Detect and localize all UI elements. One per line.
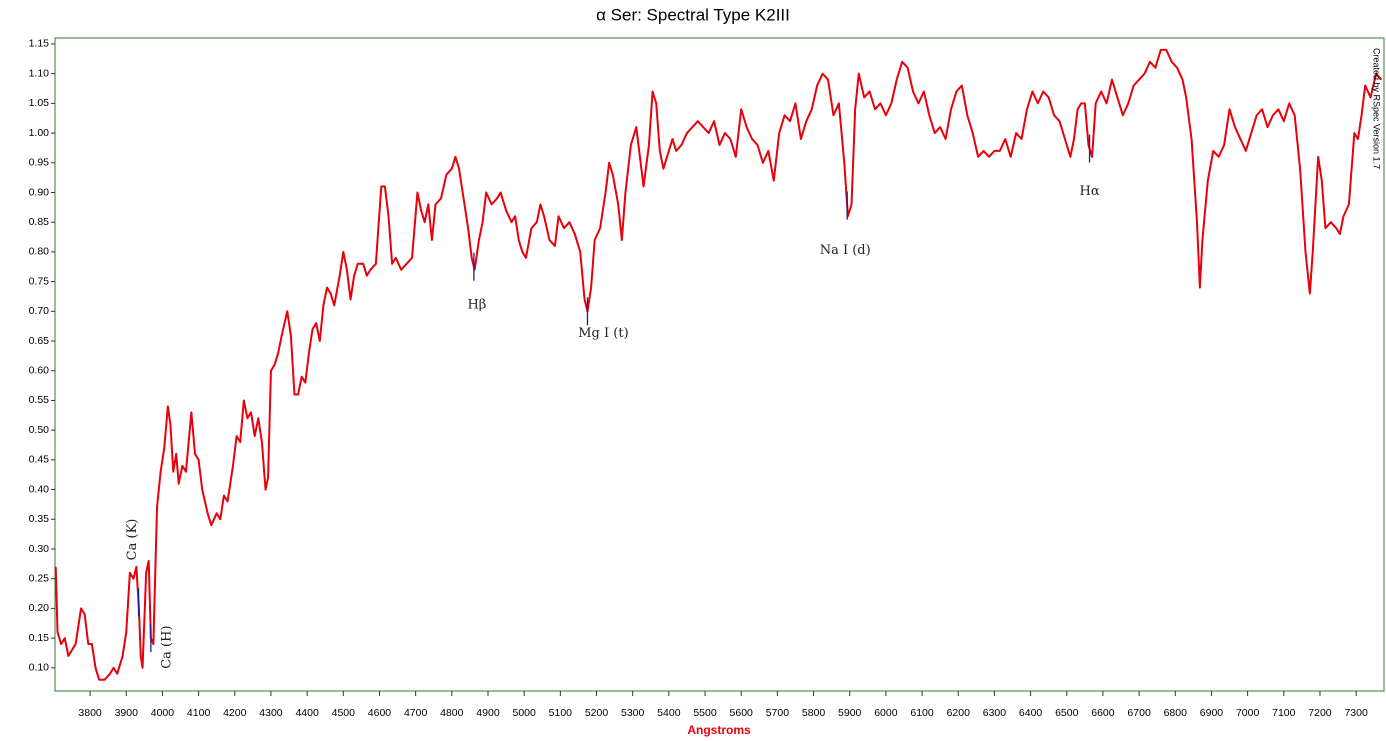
x-tick-label: 5500 <box>693 707 717 719</box>
y-tick-label: 1.05 <box>29 97 50 109</box>
y-tick-label: 0.75 <box>29 275 50 287</box>
credit: Created by RSpec Version 1.7 <box>1372 48 1382 169</box>
x-tick-label: 6100 <box>910 707 934 719</box>
y-tick-label: 0.20 <box>29 602 50 614</box>
x-tick-label: 6800 <box>1164 707 1188 719</box>
x-tick-label: 4600 <box>368 707 392 719</box>
y-tick-label: 0.40 <box>29 483 50 495</box>
x-tick-label: 4100 <box>187 707 211 719</box>
x-tick-label: 4500 <box>332 707 356 719</box>
x-tick-label: 6900 <box>1200 707 1224 719</box>
x-tick-label: 6300 <box>983 707 1007 719</box>
annotation-label: Hβ <box>467 297 486 312</box>
spectrum-line <box>54 48 1383 681</box>
y-tick-label: 0.70 <box>29 305 50 317</box>
annotation-label: Hα <box>1079 184 1099 199</box>
x-tick-label: 3800 <box>78 707 102 719</box>
y-tick-label: 0.95 <box>29 157 50 169</box>
x-tick-label: 5700 <box>766 707 790 719</box>
y-tick-label: 0.80 <box>29 246 50 258</box>
x-tick-label: 4400 <box>295 707 319 719</box>
chart-title: α Ser: Spectral Type K2III <box>596 5 790 24</box>
x-tick-label: 6400 <box>1019 707 1043 719</box>
y-tick-label: 0.65 <box>29 335 50 347</box>
x-tick-label: 7200 <box>1308 707 1332 719</box>
x-tick-label: 4000 <box>151 707 175 719</box>
x-tick-label: 5600 <box>730 707 754 719</box>
x-tick-label: 5200 <box>585 707 609 719</box>
y-tick-label: 0.50 <box>29 424 50 436</box>
x-tick-label: 3900 <box>115 707 139 719</box>
x-tick-label: 4700 <box>404 707 428 719</box>
x-tick-label: 5900 <box>838 707 862 719</box>
y-tick-label: 1.00 <box>29 127 50 139</box>
y-tick-label: 0.15 <box>29 632 50 644</box>
y-tick-label: 0.45 <box>29 454 50 466</box>
x-tick-label: 4200 <box>223 707 247 719</box>
x-tick-label: 4800 <box>440 707 464 719</box>
y-tick-label: 0.85 <box>29 216 50 228</box>
y-tick-label: 0.25 <box>29 572 50 584</box>
x-tick-label: 6200 <box>947 707 971 719</box>
x-tick-label: 4900 <box>476 707 500 719</box>
x-tick-label: 6000 <box>874 707 898 719</box>
x-tick-label: 6600 <box>1091 707 1115 719</box>
x-tick-label: 5300 <box>621 707 645 719</box>
y-tick-label: 0.10 <box>29 662 50 674</box>
y-tick-label: 0.30 <box>29 543 50 555</box>
y-tick-label: 0.35 <box>29 513 50 525</box>
annotation-label: Na I (d) <box>820 243 871 258</box>
x-tick-label: 7000 <box>1236 707 1260 719</box>
x-tick-label: 5400 <box>657 707 681 719</box>
plot-frame <box>54 37 1385 692</box>
x-axis-label: Angstroms <box>687 723 751 737</box>
x-tick-label: 6500 <box>1055 707 1079 719</box>
y-tick-label: 0.60 <box>29 365 50 377</box>
y-tick-label: 0.90 <box>29 186 50 198</box>
annotation-label: Mg I (t) <box>578 326 628 341</box>
x-tick-label: 6700 <box>1127 707 1151 719</box>
y-tick-label: 1.15 <box>29 38 50 50</box>
x-tick-label: 5000 <box>512 707 536 719</box>
y-tick-label: 0.55 <box>29 394 50 406</box>
x-tick-label: 7100 <box>1272 707 1296 719</box>
x-tick-label: 7300 <box>1344 707 1368 719</box>
annotation-label: Ca (H) <box>159 625 174 668</box>
y-tick-label: 1.10 <box>29 67 50 79</box>
x-tick-label: 5100 <box>549 707 573 719</box>
annotation-label: Ca (K) <box>125 519 140 561</box>
x-tick-label: 4300 <box>259 707 283 719</box>
x-tick-label: 5800 <box>802 707 826 719</box>
